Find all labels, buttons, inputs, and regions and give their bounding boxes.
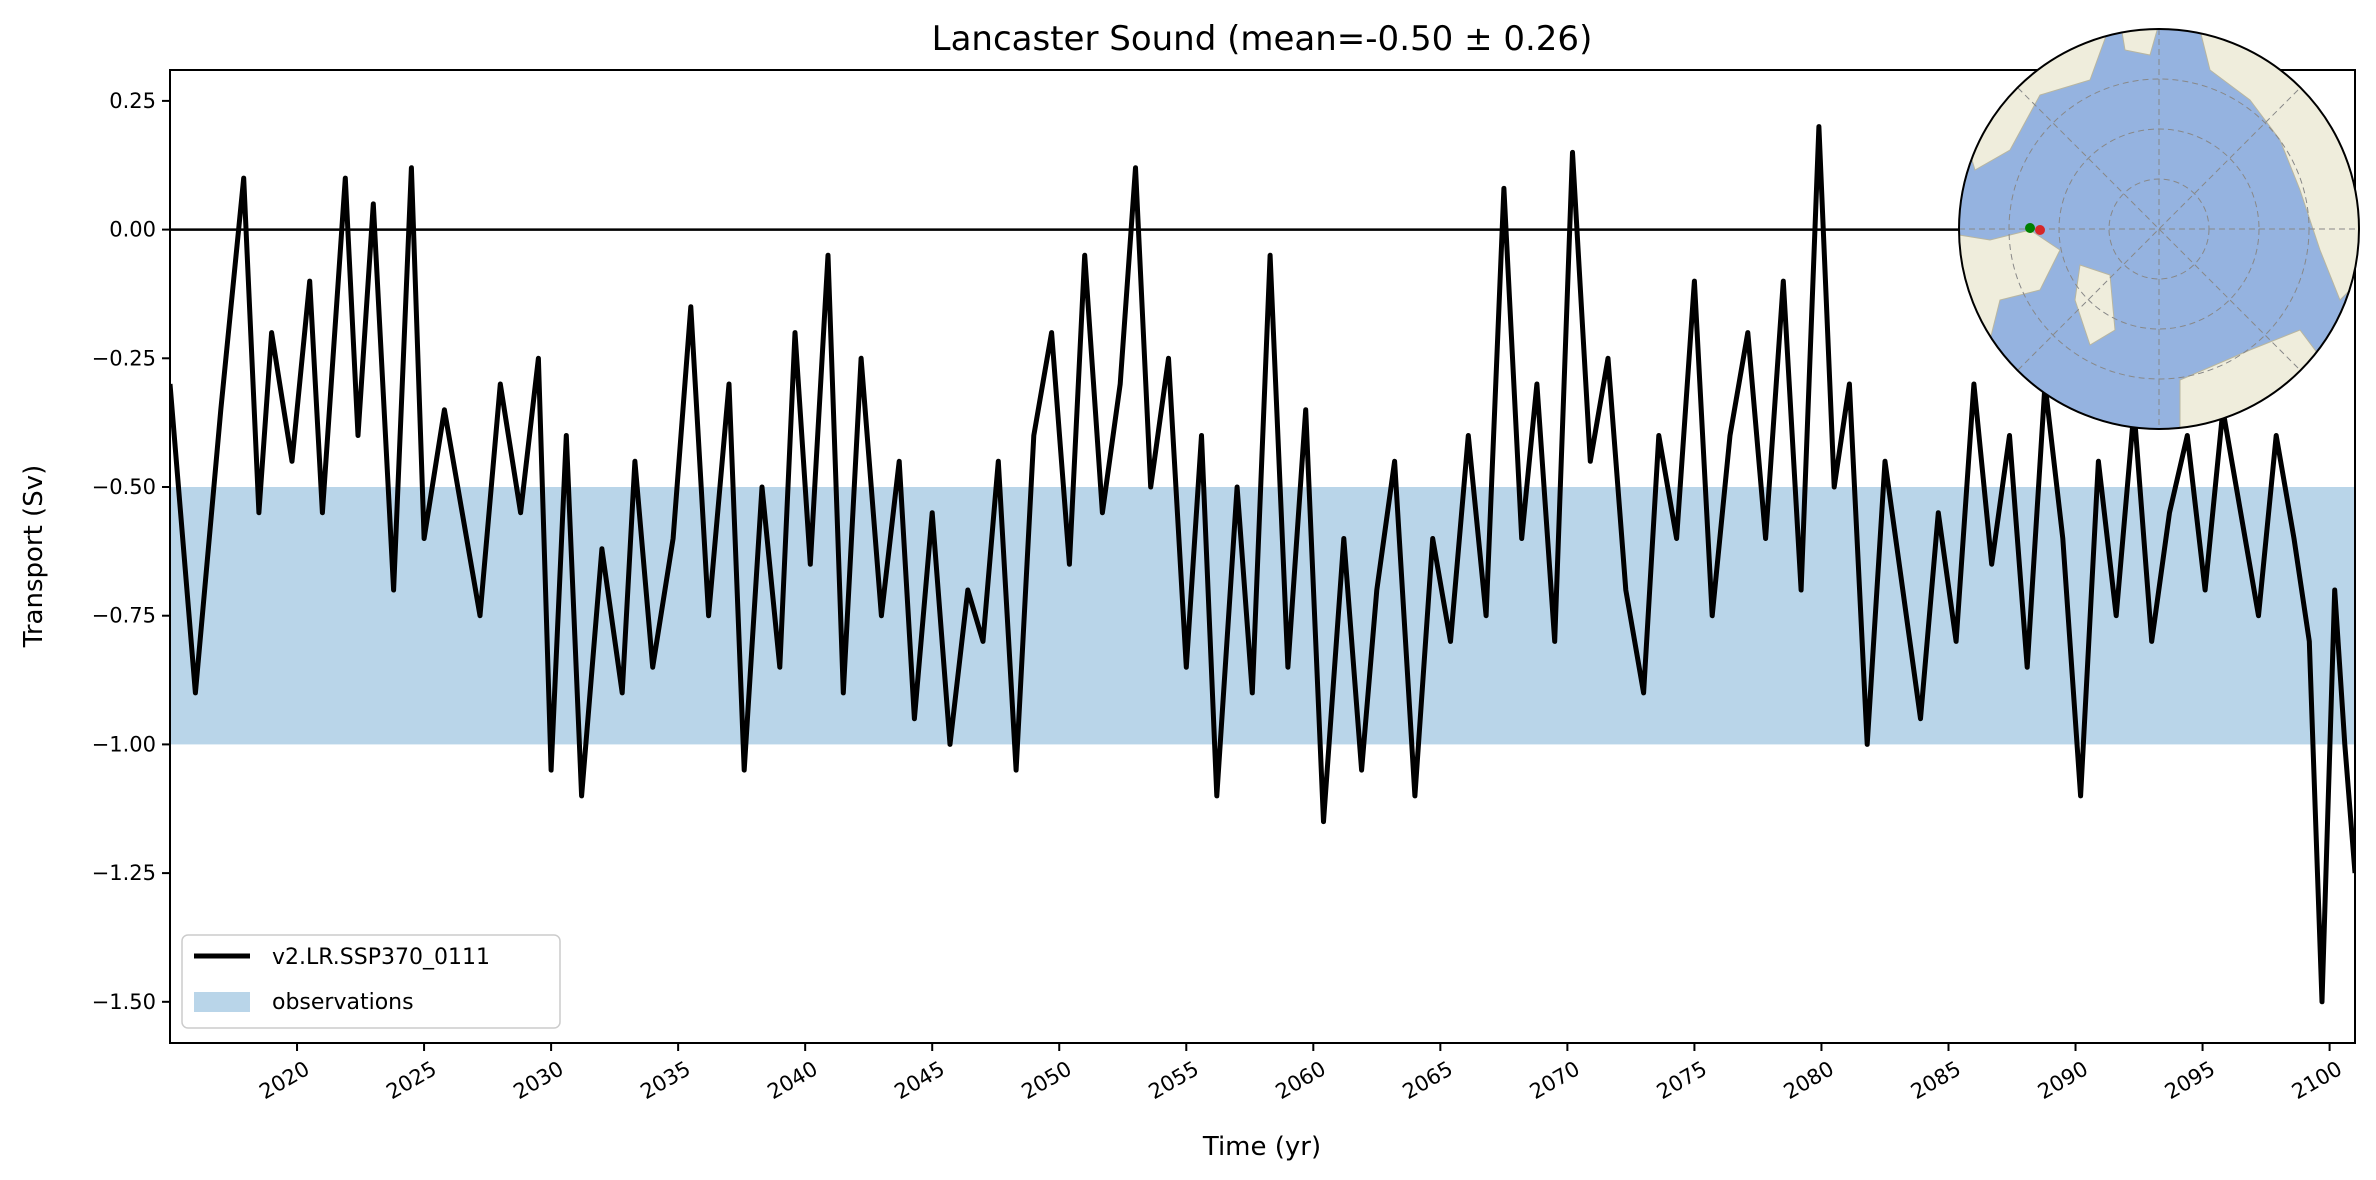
x-tick-label: 2100 [2288, 1057, 2346, 1105]
x-tick-label: 2025 [382, 1057, 440, 1105]
x-tick-label: 2045 [890, 1057, 948, 1105]
x-tick-label: 2040 [763, 1057, 821, 1105]
x-tick-label: 2080 [1780, 1057, 1838, 1105]
legend-box [181, 934, 561, 1029]
y-tick-label: −0.50 [92, 475, 156, 499]
legend-series-label: v2.LR.SSP370_0111 [272, 945, 490, 970]
plot-area [170, 124, 2355, 1005]
x-tick-label: 2060 [1272, 1057, 1330, 1105]
y-tick-label: 0.00 [109, 218, 156, 242]
x-tick-label: 2030 [509, 1057, 567, 1105]
legend-observations-label: observations [272, 990, 414, 1015]
y-tick-label: −1.00 [92, 732, 156, 756]
y-axis: 0.25 0.00 −0.25 −0.50 −0.75 −1.00 −1.25 −1.50 [92, 89, 170, 1014]
chart-title: Lancaster Sound (mean=-0.50 ± 0.26) [932, 19, 1593, 59]
plot-frame [169, 69, 2356, 1044]
x-tick-label: 2035 [636, 1057, 694, 1105]
x-tick-label: 2065 [1399, 1057, 1457, 1105]
x-tick-label: 2090 [2034, 1057, 2092, 1105]
map-graticule [1959, 29, 2359, 429]
x-tick-label: 2070 [1526, 1057, 1584, 1105]
x-axis: 2020 2025 2030 2035 2040 2045 2050 2055 2060 2065… [255, 1043, 2346, 1104]
y-tick-label: −1.50 [92, 990, 156, 1014]
y-tick-label: −0.25 [92, 346, 156, 370]
y-tick-label: 0.25 [109, 89, 156, 113]
observations-band [170, 487, 2355, 745]
x-tick-label: 2055 [1144, 1057, 1202, 1105]
x-tick-label: 2095 [2161, 1057, 2219, 1105]
map-border [1958, 28, 2360, 430]
series-line [170, 124, 2355, 1005]
x-tick-label: 2075 [1653, 1057, 1711, 1105]
x-tick-label: 2050 [1017, 1057, 1075, 1105]
y-axis-title: Transport (Sv) [19, 465, 49, 648]
y-tick-label: −1.25 [92, 861, 156, 885]
x-tick-label: 2020 [255, 1057, 313, 1105]
section-end-marker [2035, 225, 2045, 235]
y-tick-label: −0.75 [92, 604, 156, 628]
x-tick-label: 2085 [1907, 1057, 1965, 1105]
legend-observations-swatch [194, 992, 250, 1012]
legend: v2.LR.SSP370_0111 observations [181, 934, 561, 1029]
arctic-inset-map [1958, 28, 2360, 430]
x-axis-title: Time (yr) [1202, 1132, 1321, 1162]
section-start-marker [2025, 223, 2035, 233]
